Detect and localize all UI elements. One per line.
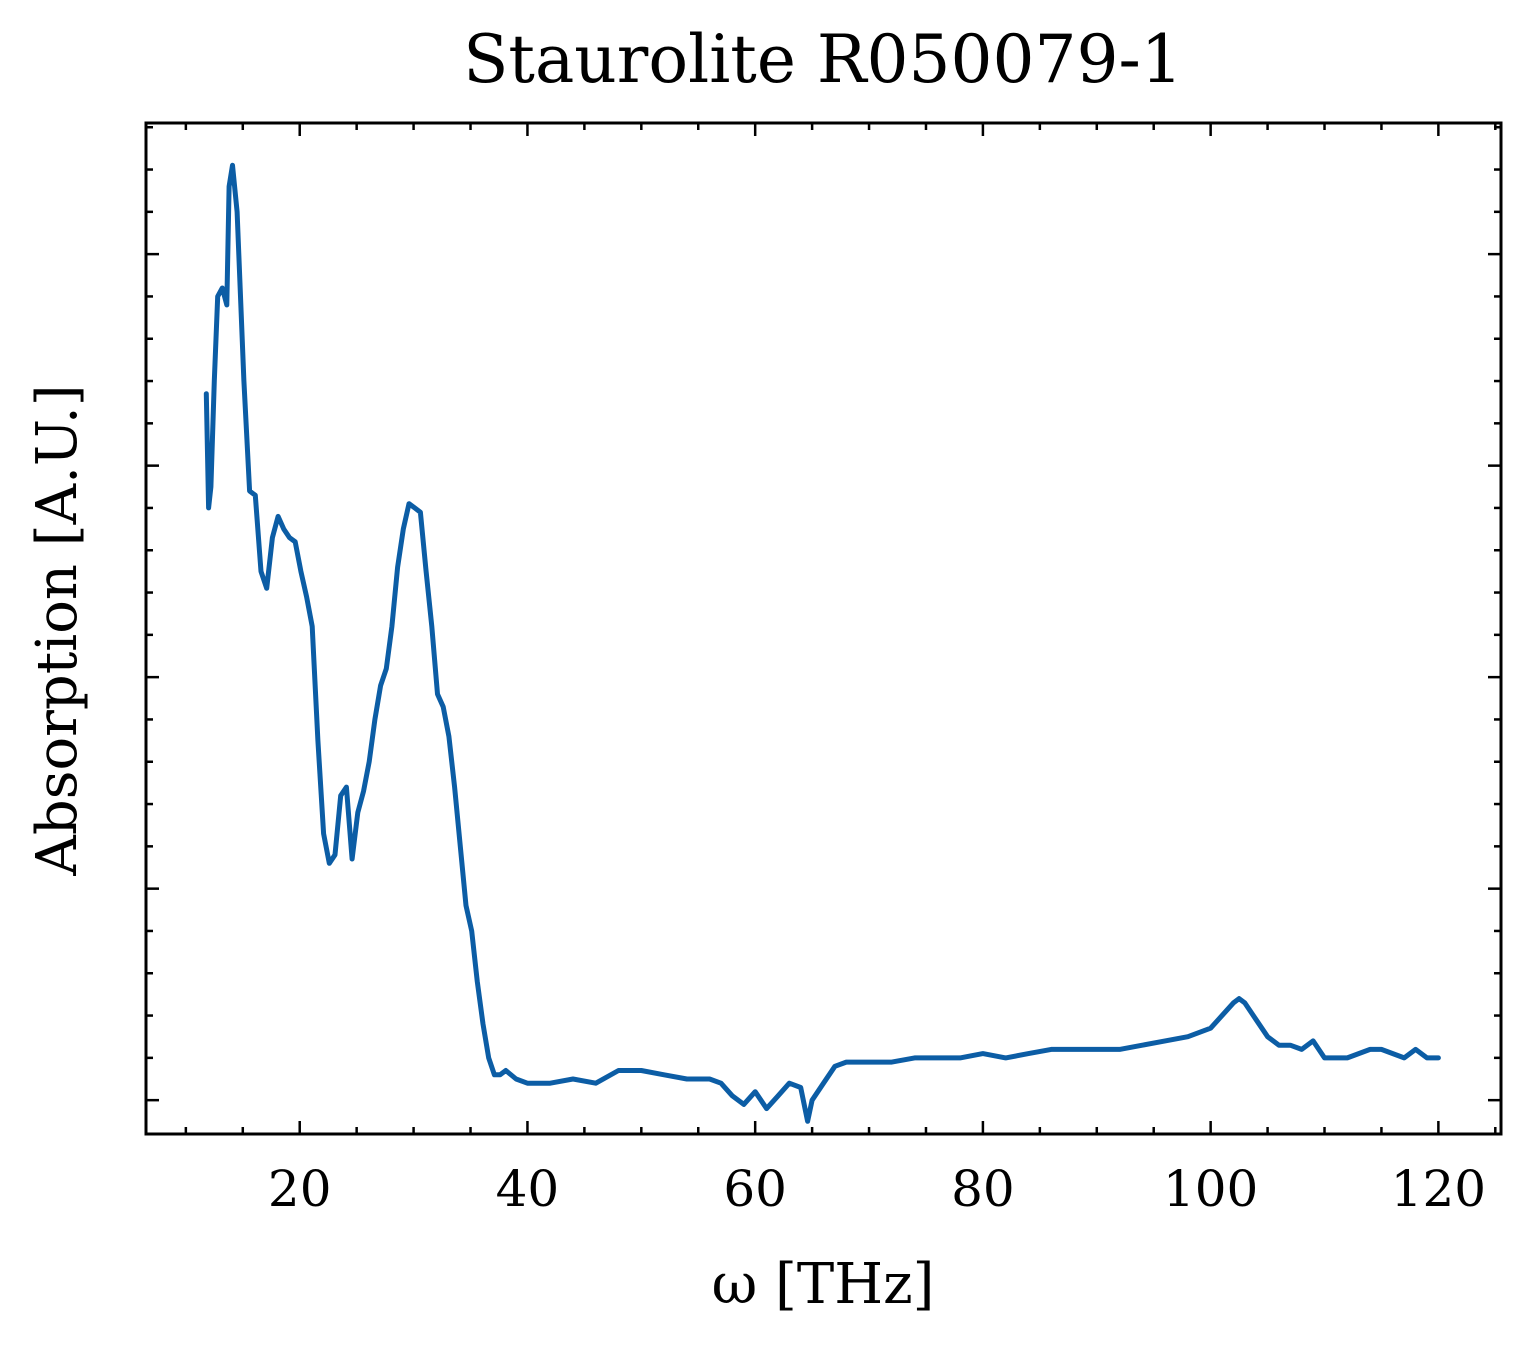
x-tick-label: 60: [723, 1160, 787, 1218]
series-layer: [203, 162, 1441, 1124]
plot-frame: [144, 121, 1503, 1136]
absorption-series-line: [203, 162, 1441, 1124]
x-tick-label: 20: [268, 1160, 332, 1218]
x-tick-label: 120: [1391, 1160, 1486, 1218]
ticks-layer: [146, 123, 1501, 1134]
x-tick-labels: 20 40 60 80 100 120: [268, 1160, 1486, 1218]
chart-title: Staurolite R050079-1: [463, 21, 1183, 98]
x-tick-label: 100: [1163, 1160, 1258, 1218]
x-axis-label: ω [THz]: [712, 1252, 935, 1317]
y-axis-label: Absorption [A.U.]: [25, 384, 90, 876]
x-tick-label: 40: [496, 1160, 560, 1218]
x-tick-label: 80: [951, 1160, 1015, 1218]
